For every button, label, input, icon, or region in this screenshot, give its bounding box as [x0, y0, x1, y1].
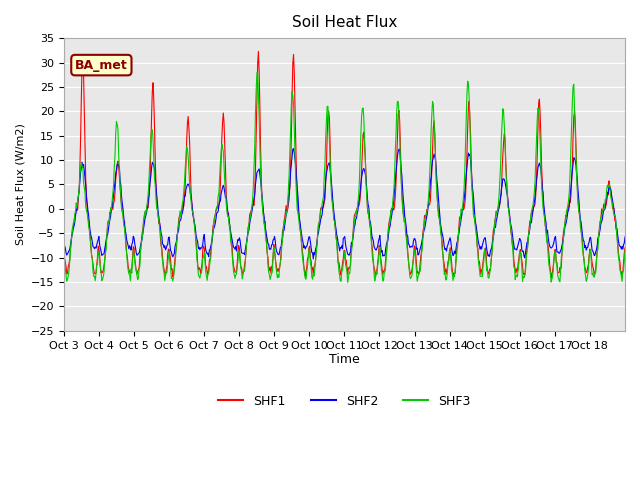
SHF3	[621, 248, 629, 254]
SHF1	[547, 275, 555, 281]
SHF2	[621, 234, 629, 240]
Line: SHF2: SHF2	[64, 149, 625, 259]
SHF3	[344, 280, 351, 286]
SHF3	[60, 248, 68, 254]
SHF3	[278, 236, 286, 241]
SHF1	[126, 269, 134, 275]
SHF2	[126, 243, 134, 249]
SHF3	[126, 271, 134, 277]
SHF1	[403, 236, 411, 242]
Text: BA_met: BA_met	[75, 59, 128, 72]
SHF2	[60, 233, 68, 239]
SHF2	[278, 238, 285, 244]
SHF3	[229, 260, 237, 266]
SHF1	[255, 48, 262, 54]
SHF2	[310, 256, 317, 262]
Line: SHF3: SHF3	[64, 72, 625, 283]
Line: SHF1: SHF1	[64, 51, 625, 278]
Y-axis label: Soil Heat Flux (W/m2): Soil Heat Flux (W/m2)	[15, 123, 25, 245]
SHF1	[60, 245, 68, 251]
SHF2	[404, 233, 412, 239]
SHF1	[621, 245, 629, 251]
SHF2	[290, 146, 298, 152]
SHF1	[435, 209, 442, 215]
SHF2	[229, 241, 237, 247]
SHF3	[435, 216, 443, 221]
SHF1	[278, 228, 286, 233]
SHF3	[254, 69, 262, 75]
SHF3	[404, 251, 412, 256]
SHF1	[257, 177, 265, 182]
Legend: SHF1, SHF2, SHF3: SHF1, SHF2, SHF3	[213, 390, 476, 413]
SHF2	[435, 205, 443, 211]
SHF3	[257, 188, 265, 194]
Title: Soil Heat Flux: Soil Heat Flux	[292, 15, 397, 30]
SHF2	[257, 178, 264, 183]
SHF1	[229, 256, 237, 262]
X-axis label: Time: Time	[329, 353, 360, 366]
